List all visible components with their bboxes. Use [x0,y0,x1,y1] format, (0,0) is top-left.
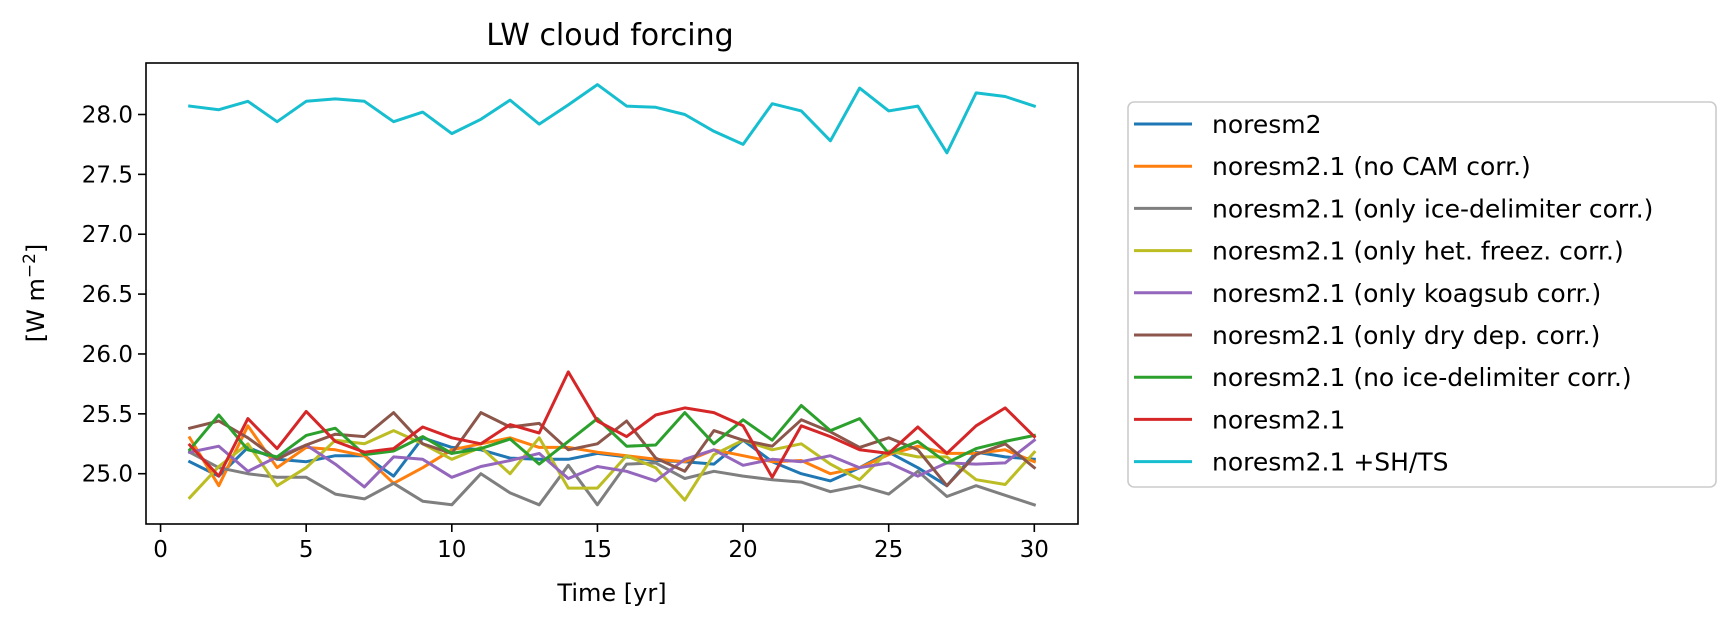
series-line-2 [187,450,1037,507]
y-axis-label-end: ] [22,244,50,253]
legend-label-2: noresm2.1 (only ice-delimiter corr.) [1212,194,1653,223]
x-tick-label: 30 [1020,537,1049,563]
legend-label-4: noresm2.1 (only koagsub corr.) [1212,279,1601,308]
y-tick-label: 26.0 [82,342,133,368]
x-tick-label: 20 [728,537,757,563]
chart-title: LW cloud forcing [486,18,733,53]
x-tick-label: 0 [153,537,168,563]
y-tick-label: 28.0 [82,102,133,128]
y-tick-label: 27.0 [82,222,133,248]
legend-label-3: noresm2.1 (only het. freez. corr.) [1212,237,1624,266]
series-line-4 [187,438,1037,489]
series-line-8 [188,83,1037,155]
y-axis-label: [W m−2] [20,244,50,343]
legend-label-1: noresm2.1 (no CAM corr.) [1212,152,1531,181]
plot-frame [145,62,1079,525]
x-tick-label: 25 [874,537,903,563]
y-axis-label-unit-exponent: −2 [20,253,40,278]
legend-label-0: noresm2 [1212,110,1322,139]
y-tick-label: 27.5 [82,162,133,188]
legend-label-5: noresm2.1 (only dry dep. corr.) [1212,321,1600,350]
legend-label-6: noresm2.1 (no ice-delimiter corr.) [1212,363,1632,392]
x-tick-label: 10 [437,537,466,563]
legend-label-7: noresm2.1 [1212,405,1345,434]
y-tick-label: 25.5 [82,402,133,428]
x-tick-label: 5 [299,537,314,563]
y-tick-label: 26.5 [82,282,133,308]
legend-frame [1127,101,1717,488]
x-axis: 0 5 10 15 20 25 30 [153,524,1049,563]
y-axis-label-base: [W m [22,278,50,342]
y-tick-label: 25.0 [82,462,133,488]
series-line-7 [187,370,1037,479]
legend-label-8: noresm2.1 +SH/TS [1212,448,1449,477]
y-axis: 25.0 25.5 26.0 26.5 27.0 27.5 28.0 [82,102,146,488]
legend: noresm2 noresm2.1 (no CAM corr.) noresm2.1… [1127,101,1717,488]
series-line-6 [187,404,1037,466]
x-tick-label: 15 [583,537,612,563]
x-axis-label: Time [yr] [556,579,666,607]
plot-area [187,83,1037,507]
